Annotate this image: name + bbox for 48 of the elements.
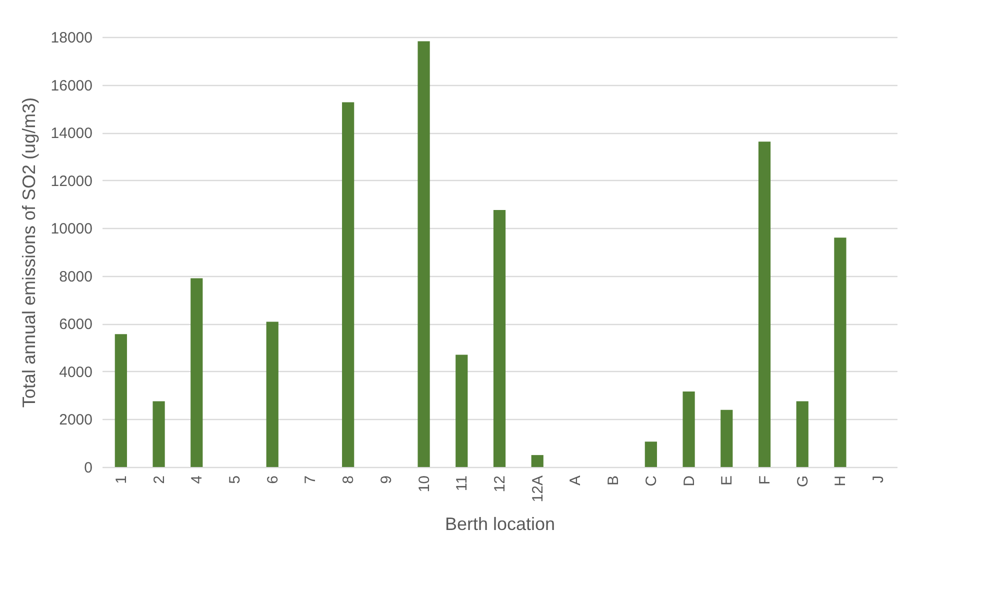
bar	[114, 334, 127, 467]
x-tick-label: 10	[416, 476, 433, 492]
bar	[682, 392, 695, 467]
x-tick-label: 1	[112, 476, 130, 484]
x-axis-title: Berth location	[444, 514, 556, 534]
bar	[531, 455, 544, 467]
x-tick-label: F	[756, 476, 774, 485]
y-tick-label: 10000	[50, 220, 92, 238]
x-tick-label: 2	[150, 476, 168, 484]
y-tick-label: 8000	[59, 268, 92, 286]
bar	[456, 354, 468, 467]
y-tick-label: 12000	[50, 172, 92, 190]
bar	[834, 238, 846, 467]
x-tick-label: C	[642, 475, 660, 486]
y-tick-label: 16000	[50, 77, 92, 94]
y-tick-label: 2000	[59, 412, 92, 429]
bar	[493, 210, 506, 467]
y-tick-label: 6000	[59, 316, 92, 334]
bar	[190, 278, 203, 467]
x-tick-label: 4	[188, 476, 206, 484]
x-tick-label: 5	[226, 476, 244, 484]
x-tick-label: 9	[378, 476, 395, 484]
bar	[796, 401, 808, 467]
x-tick-label: A	[567, 476, 584, 486]
x-tick-label: 11	[454, 476, 471, 492]
x-tick-label: 12	[492, 476, 508, 492]
x-tick-label: E	[718, 476, 736, 486]
bar	[266, 322, 278, 467]
y-tick-label: 0	[84, 460, 92, 476]
x-tick-label: 12A	[529, 476, 546, 502]
x-tick-label: B	[605, 476, 622, 486]
y-tick-label: 14000	[50, 125, 92, 142]
x-tick-label: 6	[264, 476, 282, 484]
y-axis-title: Total annual emissions of SO2 (ug/m3)	[18, 97, 39, 408]
bar	[342, 102, 354, 467]
bar	[152, 401, 165, 467]
x-tick-label: 8	[340, 476, 358, 484]
bar	[418, 41, 430, 467]
bar	[720, 410, 733, 467]
x-tick-label: H	[832, 476, 850, 486]
bar	[758, 142, 771, 467]
x-tick-label: 7	[302, 476, 320, 484]
x-tick-label: D	[680, 475, 698, 486]
bar	[644, 442, 657, 467]
x-tick-label: G	[794, 476, 812, 488]
y-tick-label: 18000	[50, 30, 92, 46]
y-tick-label: 4000	[59, 364, 92, 381]
x-tick-label: J	[870, 476, 888, 483]
